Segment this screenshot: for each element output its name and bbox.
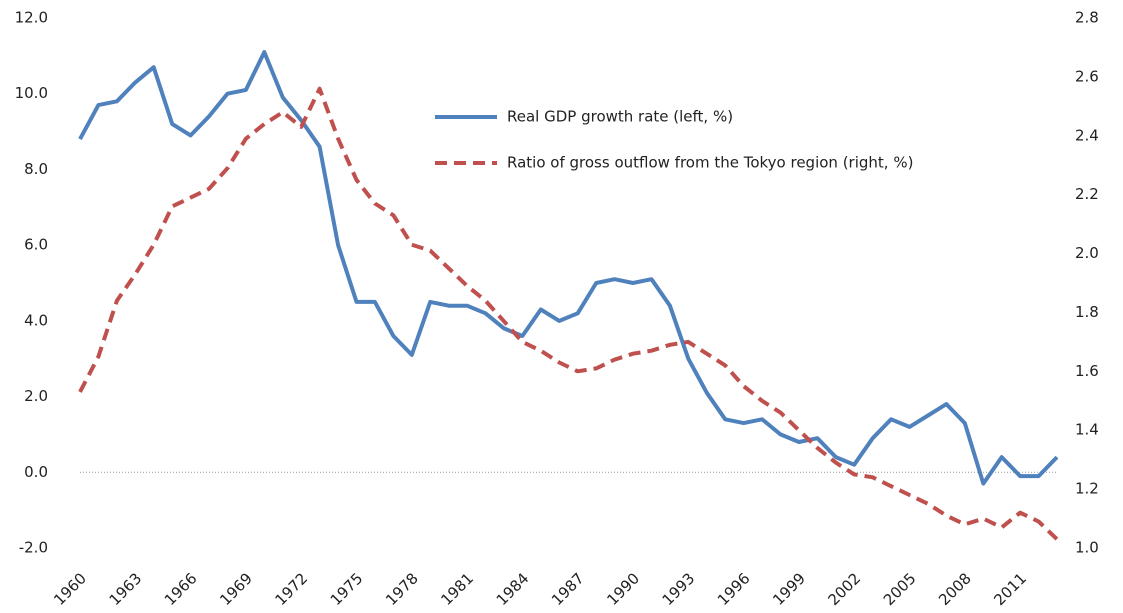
legend-label: Ratio of gross outflow from the Tokyo re… [507,154,913,172]
x-tick-label: 2005 [880,569,920,609]
x-tick-label: 1978 [382,569,422,609]
y2-tick-label: 1.8 [1075,303,1099,321]
x-tick-label: 1996 [714,569,754,609]
y2-tick-label: 1.0 [1075,539,1099,557]
x-tick-label: 1966 [161,569,201,609]
x-tick-label: 2011 [990,569,1030,609]
x-tick-label: 1960 [50,569,90,609]
y2-tick-label: 1.6 [1075,362,1099,380]
y2-tick-label: 1.4 [1075,421,1099,439]
y2-tick-label: 2.2 [1075,185,1099,203]
y-tick-label: 0.0 [24,463,48,481]
y2-tick-label: 1.2 [1075,480,1099,498]
x-tick-label: 2008 [935,569,975,609]
y2-tick-label: 2.8 [1075,9,1099,27]
y-tick-label: 6.0 [24,236,48,254]
y2-tick-label: 2.0 [1075,244,1099,262]
legend-label: Real GDP growth rate (left, %) [507,108,733,126]
x-tick-label: 1999 [769,569,809,609]
x-tick-label: 1963 [106,569,146,609]
x-tick-label: 1990 [603,569,643,609]
x-tick-label: 1969 [216,569,256,609]
y-tick-label: 2.0 [24,387,48,405]
x-tick-label: 2002 [825,569,865,609]
x-tick-label: 1993 [659,569,699,609]
y-tick-label: 10.0 [15,84,48,102]
y-tick-label: 8.0 [24,160,48,178]
x-tick-label: 1984 [493,569,533,609]
series-line [78,86,1059,541]
y2-tick-label: 2.4 [1075,126,1099,144]
series-line [78,50,1059,486]
y2-tick-label: 2.6 [1075,67,1099,85]
x-tick-label: 1972 [271,569,311,609]
x-tick-label: 1987 [548,569,588,609]
y-tick-label: 4.0 [24,311,48,329]
x-tick-label: 1975 [327,569,367,609]
y-tick-label: -2.0 [19,539,48,557]
x-tick-label: 1981 [437,569,477,609]
y-tick-label: 12.0 [15,9,48,27]
